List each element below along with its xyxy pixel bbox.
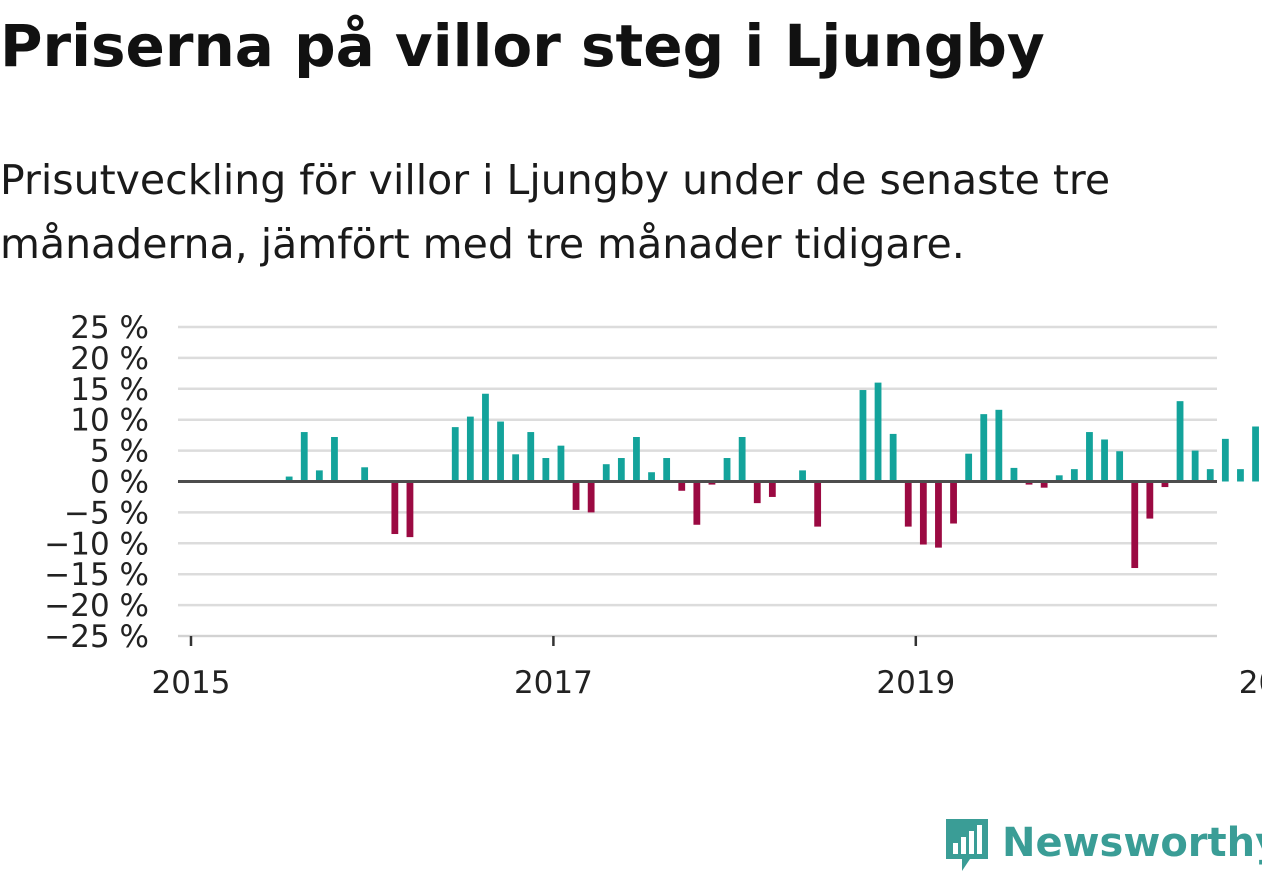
bar xyxy=(723,458,731,482)
y-tick-label: 15 % xyxy=(70,372,149,408)
bar xyxy=(527,432,535,482)
bar xyxy=(557,445,565,482)
bar xyxy=(331,437,338,482)
bar xyxy=(663,458,671,482)
bar xyxy=(738,437,746,482)
bar xyxy=(1070,469,1078,482)
bar xyxy=(874,382,882,482)
bar xyxy=(919,481,927,545)
bar xyxy=(1101,439,1108,482)
bar xyxy=(1116,451,1124,482)
chart-subtitle: Prisutveckling för villor i Ljungby unde… xyxy=(0,156,1111,268)
x-axis: 201520172019202120232025 xyxy=(152,635,1262,701)
bar xyxy=(451,427,459,482)
y-tick-label: −15 % xyxy=(44,557,149,593)
bar xyxy=(1055,475,1063,482)
bar xyxy=(708,481,716,485)
y-tick-label: −5 % xyxy=(64,495,149,531)
bar xyxy=(1161,481,1169,488)
y-tick-label: −10 % xyxy=(44,526,149,562)
bar xyxy=(300,432,308,482)
bar xyxy=(1025,481,1033,485)
bar xyxy=(587,481,595,513)
y-tick-label: 5 % xyxy=(90,434,149,470)
bar xyxy=(466,416,474,482)
bar xyxy=(1252,426,1259,482)
bar xyxy=(859,390,867,482)
bar xyxy=(965,453,973,482)
bar xyxy=(1237,469,1244,482)
bar xyxy=(542,458,550,482)
bar xyxy=(512,454,520,482)
x-tick-label: 2017 xyxy=(514,665,593,701)
bar xyxy=(648,472,655,482)
bar xyxy=(1010,467,1018,482)
y-tick-label: 10 % xyxy=(70,403,149,439)
bar xyxy=(1221,438,1229,482)
brand-name: Newsworthy xyxy=(1002,820,1262,866)
bar xyxy=(768,481,776,497)
bar xyxy=(406,481,414,538)
bar xyxy=(315,470,323,482)
bar xyxy=(1086,432,1093,482)
x-tick-label: 2019 xyxy=(876,665,955,701)
y-tick-label: 25 % xyxy=(70,310,149,346)
bar xyxy=(995,409,1003,482)
bar xyxy=(1206,469,1214,482)
bar xyxy=(602,464,610,482)
newsworthy-chart-icon xyxy=(946,819,988,871)
y-tick-label: −20 % xyxy=(44,588,149,624)
chart-title: Priserna på villor steg i Ljungby xyxy=(0,12,1045,80)
bar xyxy=(1146,481,1154,519)
bar xyxy=(799,470,806,482)
bar xyxy=(391,481,399,535)
bar xyxy=(572,481,580,510)
bar xyxy=(1191,450,1199,482)
bar-chart: 25 %20 %15 %10 %5 %0 %−5 %−10 %−15 %−20 … xyxy=(44,310,1262,701)
bar xyxy=(753,481,761,504)
bar xyxy=(482,393,489,482)
bar xyxy=(1131,481,1139,569)
bar xyxy=(889,433,897,482)
bar xyxy=(693,481,701,525)
newsworthy-logo: Newsworthy xyxy=(936,815,1262,877)
bar xyxy=(950,481,957,524)
bar xyxy=(633,437,640,482)
bar xyxy=(980,414,988,482)
x-tick-label: 2015 xyxy=(152,665,231,701)
bar xyxy=(1176,401,1184,482)
bar xyxy=(678,481,686,491)
bar xyxy=(935,481,942,548)
bar xyxy=(361,467,369,482)
y-axis-labels: 25 %20 %15 %10 %5 %0 %−5 %−10 %−15 %−20 … xyxy=(44,310,149,655)
bar xyxy=(285,476,293,482)
bar xyxy=(904,481,912,527)
bar xyxy=(814,481,822,527)
bar xyxy=(1040,481,1048,488)
y-tick-label: −25 % xyxy=(44,619,149,655)
bar xyxy=(497,421,504,482)
x-tick-label: 2021 xyxy=(1239,665,1262,701)
y-tick-label: 0 % xyxy=(90,465,149,501)
bar xyxy=(617,458,625,482)
y-tick-label: 20 % xyxy=(70,341,149,377)
bars xyxy=(285,382,1259,569)
